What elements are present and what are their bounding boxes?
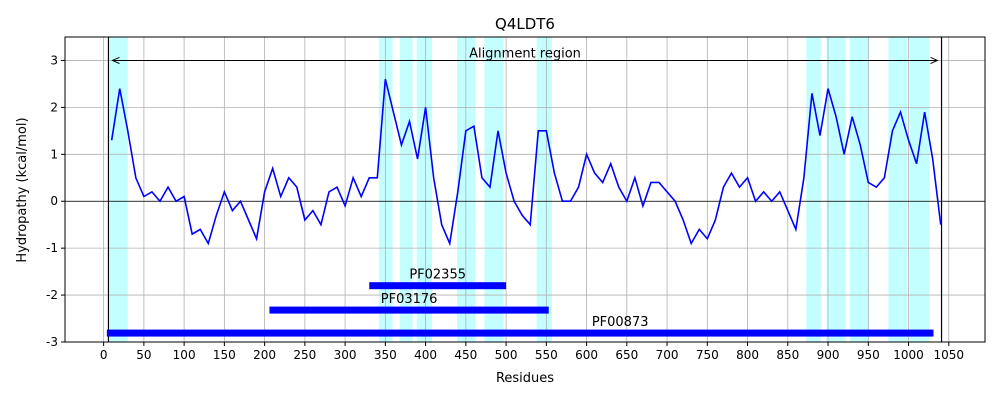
y-tick-label: 2 [50,100,58,114]
x-tick-label: 350 [374,348,397,362]
region-band [806,37,821,342]
x-tick-label: 550 [535,348,558,362]
region-band [536,37,552,342]
x-tick-label: 300 [334,348,357,362]
x-tick-label: 750 [696,348,719,362]
x-tick-label: 1050 [934,348,965,362]
y-tick-label: 1 [50,147,58,161]
domain-bar [106,329,934,337]
region-band [826,37,846,342]
domain-bar [369,282,507,290]
x-tick-label: 500 [495,348,518,362]
plot-frame [64,36,986,343]
region-band [399,37,413,342]
region-band [849,37,870,342]
x-axis-label: Residues [496,371,554,386]
y-tick-label: 0 [50,194,58,208]
hydropathy-line [110,79,942,247]
domain-label: PF02355 [409,268,466,283]
domain-label: PF00873 [592,315,649,330]
y-tick-label: -3 [46,335,58,349]
y-tick-label: -2 [46,288,58,302]
x-tick-label: 700 [656,348,679,362]
x-tick-label: 650 [615,348,638,362]
x-tick-label: 450 [454,348,477,362]
x-tick-label: 800 [736,348,759,362]
x-tick-label: 1000 [893,348,924,362]
region-band [909,37,930,342]
x-tick-label: 50 [136,348,151,362]
x-tick-label: 100 [173,348,196,362]
x-tick-label: 150 [213,348,236,362]
y-tick-label: -1 [46,241,58,255]
x-tick-label: 200 [253,348,276,362]
x-tick-label: 950 [857,348,880,362]
x-tick-label: 0 [100,348,108,362]
y-axis-label: Hydropathy (kcal/mol) [15,117,30,262]
region-band [888,37,907,342]
region-band [109,37,128,342]
x-tick-label: 400 [414,348,437,362]
domain-bar [269,306,549,314]
region-band [416,37,433,342]
x-tick-label: 250 [293,348,316,362]
x-tick-label: 850 [776,348,799,362]
chart-title: Q4LDT6 [495,15,555,33]
domain-label: PF03176 [381,292,438,307]
x-tick-label: 600 [575,348,598,362]
y-tick-label: 3 [50,53,58,67]
region-band [484,37,504,342]
annotation-text: Alignment region [469,46,581,61]
x-tick-label: 900 [817,348,840,362]
region-band [456,37,476,342]
